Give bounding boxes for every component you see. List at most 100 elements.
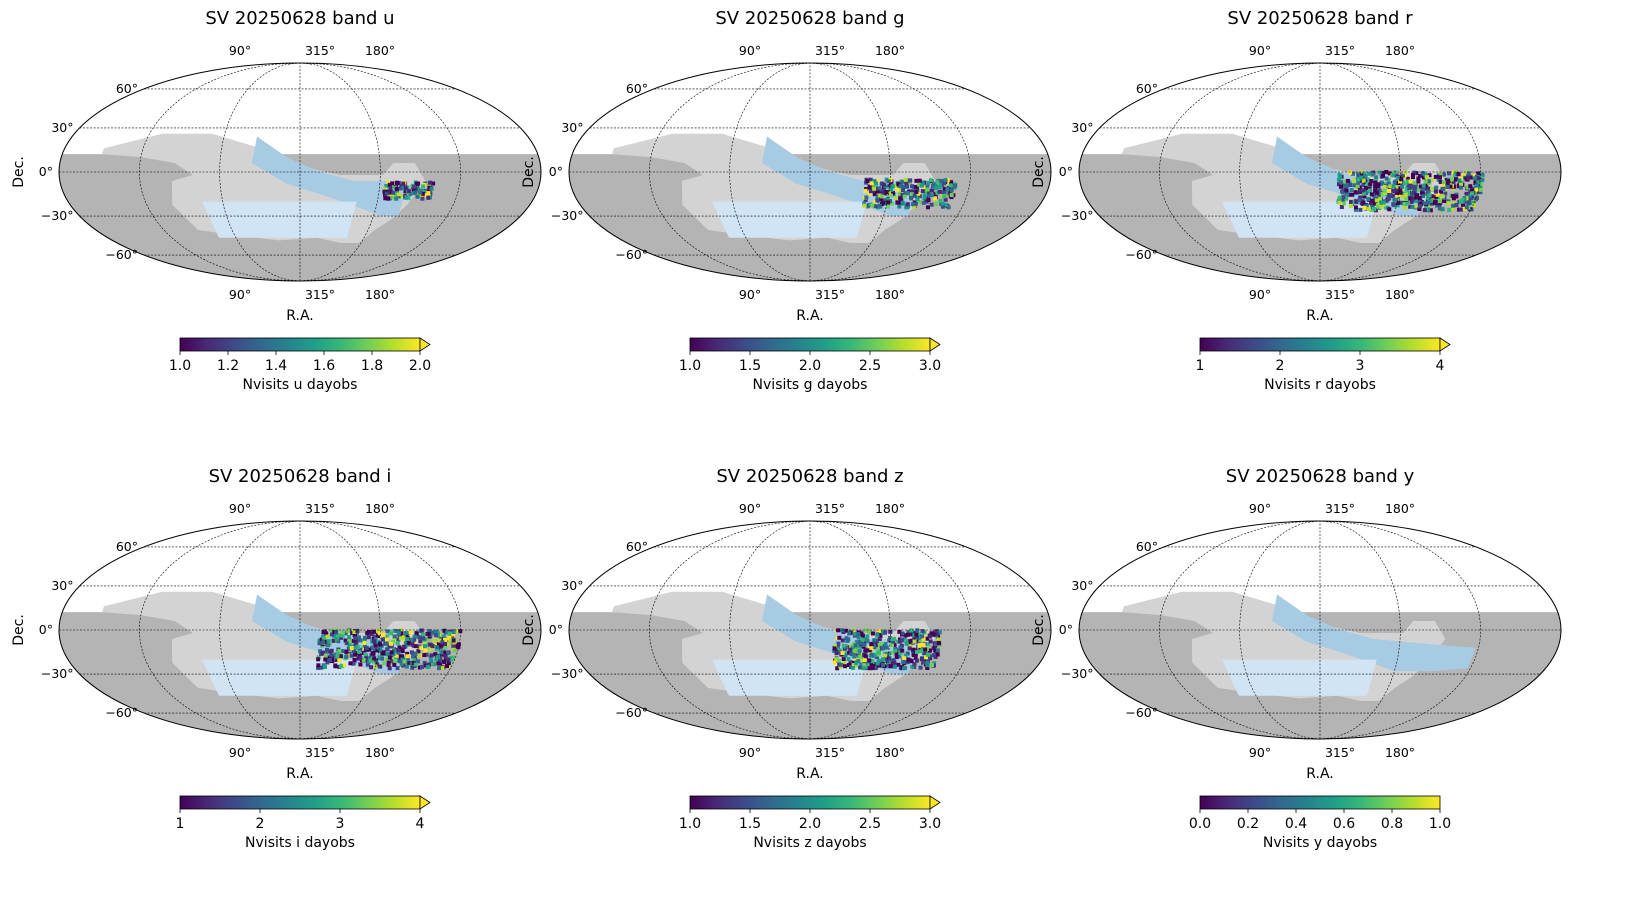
ra-tick-label-bottom: 90° xyxy=(739,745,761,760)
ra-tick-label-top: 315° xyxy=(815,43,845,58)
data-cell xyxy=(864,628,869,633)
data-cell xyxy=(872,192,877,197)
data-cell xyxy=(875,647,880,652)
data-cell xyxy=(1386,181,1391,186)
footprint-block-region xyxy=(202,201,357,238)
data-cell xyxy=(933,184,938,189)
data-cell xyxy=(941,181,946,186)
data-cell xyxy=(1466,176,1471,181)
data-cell xyxy=(876,658,881,663)
data-cell xyxy=(1411,196,1416,201)
data-cell xyxy=(877,663,882,668)
data-cell xyxy=(395,641,400,645)
data-cell xyxy=(426,631,431,636)
data-cell xyxy=(875,634,880,639)
data-cell xyxy=(1384,176,1389,181)
data-cell xyxy=(352,657,357,662)
data-cell xyxy=(1378,170,1383,175)
data-cell xyxy=(897,639,902,644)
data-cell xyxy=(369,665,374,670)
ra-tick-label-bottom: 180° xyxy=(365,287,395,302)
data-cell xyxy=(1396,188,1401,193)
data-cell xyxy=(413,644,418,649)
data-cell xyxy=(1479,181,1484,186)
ra-tick-label-top: 315° xyxy=(1325,501,1355,516)
data-cell xyxy=(943,197,948,202)
data-cell xyxy=(412,184,417,189)
data-cell xyxy=(329,628,334,633)
chart-title: SV 20250628 band g xyxy=(715,8,904,29)
data-cell xyxy=(1450,207,1455,212)
data-cell xyxy=(905,184,910,189)
data-cell xyxy=(857,644,862,649)
data-cell xyxy=(890,184,895,189)
data-cell xyxy=(1451,194,1456,198)
data-cell xyxy=(377,646,382,651)
data-cell xyxy=(367,647,372,652)
data-cell xyxy=(914,658,919,663)
colorbar-tick-label: 1.6 xyxy=(313,358,335,374)
data-cell xyxy=(937,185,942,190)
data-cell xyxy=(355,628,360,633)
data-cell xyxy=(426,636,431,641)
data-cell xyxy=(325,647,329,652)
data-cell xyxy=(1375,198,1379,203)
data-cell xyxy=(393,628,398,633)
data-cell xyxy=(1388,184,1393,189)
data-cell xyxy=(837,635,842,640)
map-boundary xyxy=(568,520,1052,740)
dec-tick-label: −30° xyxy=(1061,666,1094,681)
map-boundary xyxy=(568,62,1052,282)
data-cell xyxy=(1375,204,1380,209)
data-cell xyxy=(421,636,426,641)
data-cell xyxy=(949,193,954,198)
data-cell xyxy=(910,189,914,194)
data-cell xyxy=(400,657,405,662)
data-cell xyxy=(837,648,842,653)
data-cell xyxy=(1428,208,1433,213)
chart-title: SV 20250628 band r xyxy=(1227,8,1413,29)
data-cell xyxy=(366,635,371,640)
data-cell xyxy=(1420,194,1425,199)
chart-title: SV 20250628 band y xyxy=(1226,466,1415,487)
ra-tick-label-bottom: 315° xyxy=(1325,745,1355,760)
data-cell xyxy=(426,191,431,196)
data-cell xyxy=(860,638,865,643)
data-cell xyxy=(942,194,947,199)
data-cell xyxy=(1339,180,1343,185)
data-cell xyxy=(900,200,905,205)
colorbar-tick-label: 1.0 xyxy=(169,358,191,374)
data-cell xyxy=(1339,205,1344,209)
data-cell xyxy=(427,629,432,634)
data-cell xyxy=(923,647,928,652)
data-cell xyxy=(347,642,352,647)
data-cell xyxy=(422,660,427,665)
data-cell xyxy=(1412,170,1417,175)
data-cell xyxy=(870,663,875,668)
data-cell xyxy=(928,178,933,183)
data-cell xyxy=(419,193,424,198)
data-cell xyxy=(370,651,375,656)
data-cell xyxy=(948,183,953,188)
data-cell xyxy=(856,632,861,636)
data-cell xyxy=(344,654,349,659)
data-cell xyxy=(440,640,445,645)
observed-data-patch xyxy=(832,628,942,671)
data-cell xyxy=(1429,194,1434,199)
data-cell xyxy=(872,638,877,643)
data-cell xyxy=(940,179,945,183)
data-cell xyxy=(1362,194,1367,199)
data-cell xyxy=(330,659,335,664)
data-cell xyxy=(408,192,413,197)
data-cell xyxy=(914,184,919,189)
data-cell xyxy=(403,189,408,194)
data-cell xyxy=(842,661,847,666)
data-cell xyxy=(1402,202,1407,207)
data-cell xyxy=(880,629,885,634)
data-cell xyxy=(895,639,900,644)
data-cell xyxy=(411,638,416,642)
data-cell xyxy=(399,631,404,636)
data-cell xyxy=(1363,188,1368,193)
data-cell xyxy=(413,652,418,657)
data-cell xyxy=(432,638,437,643)
